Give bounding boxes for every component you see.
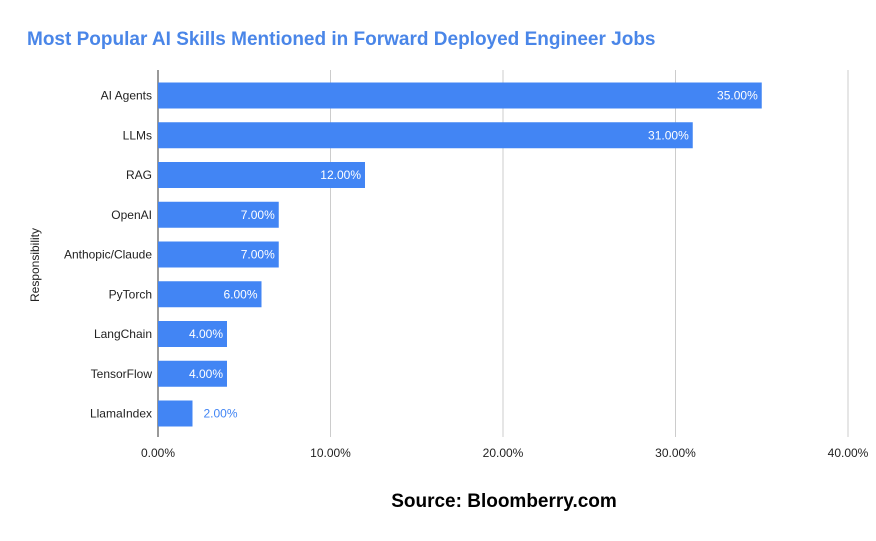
bar [158,162,365,188]
data-label: 4.00% [189,367,223,381]
data-label: 31.00% [648,128,689,142]
bars: 35.00% 31.00% 12.00% 7.00% 7.00% 6.00% 4.00% 4.… [158,82,762,427]
bar [158,82,762,109]
category-label: Anthopic/Claude [64,248,152,262]
data-label: 12.00% [320,168,361,182]
data-label: 4.00% [189,327,223,341]
x-tick-label: 30.00% [655,446,696,460]
bar [158,241,279,268]
category-label: AI Agents [101,89,152,103]
x-tick-label: 0.00% [141,446,175,460]
bar [158,201,279,228]
x-tick-label: 20.00% [483,446,524,460]
category-label: LlamaIndex [90,407,152,421]
data-label: 2.00% [204,407,238,421]
source-note: Source: Bloomberry.com [391,491,617,512]
category-label: TensorFlow [91,367,153,381]
bar [158,400,193,427]
bar [158,122,693,149]
category-label: PyTorch [109,287,152,301]
y-axis-title: Responsibility [28,228,42,302]
x-tick-label: 40.00% [828,446,869,460]
data-label: 7.00% [241,248,275,262]
data-label: 35.00% [717,89,758,103]
category-label: LLMs [123,128,152,142]
bar [158,281,262,308]
data-label: 6.00% [223,287,257,301]
category-labels: AI Agents LLMs RAG OpenAI Anthopic/Claude PyT… [64,89,152,421]
category-label: RAG [126,168,152,182]
x-axis-tick-labels: 0.00% 10.00% 20.00% 30.00% 40.00% [141,446,869,460]
bar [158,360,227,387]
chart-title: Most Popular AI Skills Mentioned in Forw… [27,29,656,50]
bar [158,321,227,347]
data-label: 7.00% [241,208,275,222]
category-label: OpenAI [111,208,152,222]
x-tick-label: 10.00% [310,446,351,460]
category-label: LangChain [94,327,152,341]
